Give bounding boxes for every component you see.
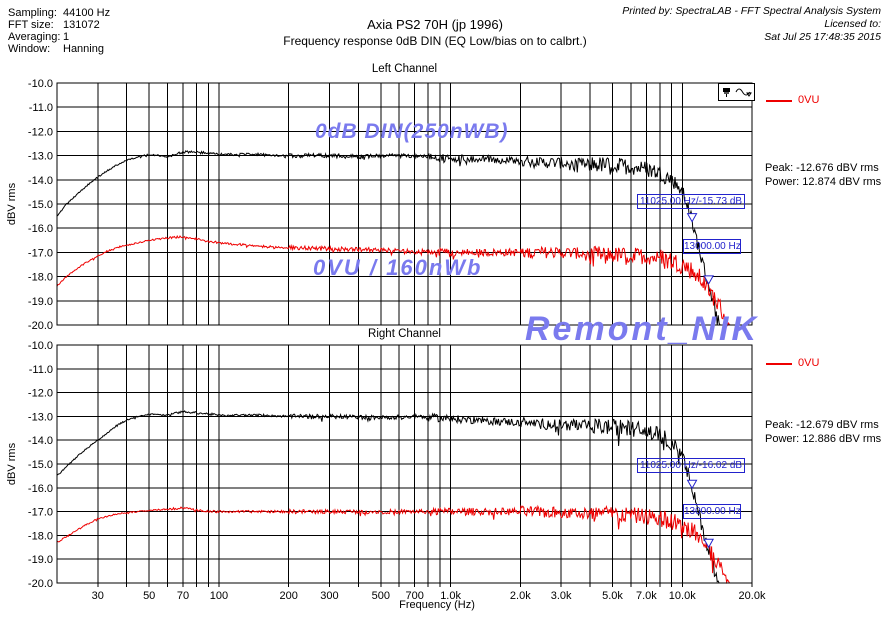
power-readout-right: Power: 12.886 dBV rms bbox=[765, 433, 882, 445]
svg-text:-17.0: -17.0 bbox=[28, 247, 53, 259]
svg-text:7.0k: 7.0k bbox=[636, 590, 657, 602]
param-window: Window: Hanning bbox=[8, 44, 110, 55]
cursor-marker-right-channel[interactable] bbox=[703, 538, 715, 549]
svg-text:-20.0: -20.0 bbox=[28, 320, 53, 332]
y-tick-labels-left-channel: -10.0 -11.0 -12.0 -13.0 -14.0 -15.0 -16.0 -17.0… bbox=[28, 78, 53, 332]
y-axis-label-right: dBV rms bbox=[6, 442, 18, 486]
right-channel-title: Right Channel bbox=[368, 328, 441, 340]
svg-text:-16.0: -16.0 bbox=[28, 483, 53, 495]
svg-text:-16.0: -16.0 bbox=[28, 223, 53, 235]
analysis-params: Sampling: 44100 Hz FFT size: 131072 Aver… bbox=[8, 8, 110, 56]
legend-line-left bbox=[766, 100, 792, 102]
svg-text:-13.0: -13.0 bbox=[28, 411, 53, 423]
legend-label-right: 0VU bbox=[798, 357, 820, 369]
svg-text:-10.0: -10.0 bbox=[28, 78, 53, 90]
cursor-readout-left-1[interactable]: 11025.00 Hz/-15.73 dB bbox=[637, 194, 745, 209]
cursor-readout-right-2[interactable]: 13000.00 Hz bbox=[683, 504, 741, 519]
title-line1: Axia PS2 70H (jp 1996) bbox=[367, 17, 503, 32]
cursor-readout-left-2[interactable]: 13000.00 Hz bbox=[683, 239, 741, 254]
svg-text:-18.0: -18.0 bbox=[28, 530, 53, 542]
svg-text:-12.0: -12.0 bbox=[28, 126, 53, 138]
svg-text:-13.0: -13.0 bbox=[28, 151, 53, 163]
param-fft-size: FFT size: 131072 bbox=[8, 20, 110, 31]
y-axis-label-left: dBV rms bbox=[6, 182, 18, 226]
waveform-icon bbox=[735, 88, 753, 97]
svg-text:30: 30 bbox=[92, 590, 104, 602]
report-title: Axia PS2 70H (jp 1996) Frequency respons… bbox=[200, 17, 670, 48]
trace-vu-right bbox=[56, 504, 752, 585]
svg-text:-12.0: -12.0 bbox=[28, 388, 53, 400]
x-axis-ticks bbox=[97, 583, 753, 587]
cursor-marker-left-channel[interactable] bbox=[686, 213, 698, 223]
printed-by-text: Printed by: SpectraLAB - FFT Spectral An… bbox=[622, 5, 881, 17]
watermark-din-level: 0dB DIN(250nWB) bbox=[315, 120, 509, 143]
printed-date: Sat Jul 25 17:48:35 2015 bbox=[764, 31, 881, 43]
param-value: Hanning bbox=[63, 43, 104, 55]
svg-text:-14.0: -14.0 bbox=[28, 175, 53, 187]
power-readout-left: Power: 12.874 dBV rms bbox=[765, 176, 882, 188]
watermark-vu-level: 0VU / 160nWb bbox=[313, 255, 483, 280]
param-label: FFT size: bbox=[8, 19, 54, 31]
legend-label-left: 0VU bbox=[798, 94, 820, 106]
x-axis-label: Frequency (Hz) bbox=[399, 599, 475, 611]
trace-din-left bbox=[56, 150, 752, 326]
param-sampling: Sampling: 44100 Hz bbox=[8, 8, 110, 19]
input-source-icon bbox=[722, 87, 730, 97]
cursor-marker-right-channel[interactable] bbox=[686, 479, 698, 490]
svg-text:-18.0: -18.0 bbox=[28, 272, 53, 284]
param-value: 44100 Hz bbox=[63, 7, 111, 19]
svg-text:70: 70 bbox=[177, 590, 189, 602]
svg-text:-17.0: -17.0 bbox=[28, 507, 53, 519]
svg-text:-15.0: -15.0 bbox=[28, 199, 53, 211]
svg-text:5.0k: 5.0k bbox=[602, 590, 623, 602]
svg-text:2.0k: 2.0k bbox=[510, 590, 531, 602]
param-value: 131072 bbox=[63, 19, 100, 31]
watermark-author: Remont_NIK bbox=[525, 310, 760, 348]
svg-text:-10.0: -10.0 bbox=[28, 340, 53, 352]
cursor-marker-left-channel[interactable] bbox=[703, 275, 715, 285]
param-label: Sampling: bbox=[8, 7, 57, 19]
printed-by-block: Printed by: SpectraLAB - FFT Spectral An… bbox=[622, 5, 881, 44]
svg-text:20.0k: 20.0k bbox=[739, 590, 766, 602]
param-label: Window: bbox=[8, 43, 51, 55]
svg-text:3.0k: 3.0k bbox=[551, 590, 572, 602]
svg-text:-11.0: -11.0 bbox=[29, 102, 53, 114]
svg-text:-11.0: -11.0 bbox=[29, 364, 53, 376]
param-label: Averaging: bbox=[8, 31, 61, 43]
svg-text:50: 50 bbox=[143, 590, 155, 602]
svg-text:300: 300 bbox=[320, 590, 338, 602]
svg-text:-14.0: -14.0 bbox=[28, 435, 53, 447]
svg-text:100: 100 bbox=[210, 590, 228, 602]
left-channel-title: Left Channel bbox=[371, 63, 438, 75]
title-line2: Frequency response 0dB DIN (EQ Low/bias … bbox=[283, 34, 587, 48]
legend-line-right bbox=[766, 363, 792, 365]
display-mode-button[interactable] bbox=[718, 83, 755, 101]
cursor-readout-right-1[interactable]: 11025.00 Hz/-16.02 dB bbox=[637, 458, 745, 473]
licensed-to-text: Licensed to: bbox=[824, 18, 881, 30]
param-value: 1 bbox=[63, 31, 70, 43]
svg-text:-19.0: -19.0 bbox=[28, 296, 53, 308]
svg-text:10.0k: 10.0k bbox=[669, 590, 696, 602]
trace-din-right bbox=[56, 410, 752, 584]
peak-readout-left: Peak: -12.676 dBV rms bbox=[765, 162, 879, 174]
svg-text:-15.0: -15.0 bbox=[28, 459, 53, 471]
svg-text:-20.0: -20.0 bbox=[28, 578, 53, 590]
peak-readout-right: Peak: -12.679 dBV rms bbox=[765, 419, 879, 431]
y-tick-labels-right-channel: -10.0 -11.0 -12.0 -13.0 -14.0 -15.0 -16.0 -17.0… bbox=[28, 340, 53, 590]
svg-text:200: 200 bbox=[279, 590, 297, 602]
param-averaging: Averaging: 1 bbox=[8, 32, 110, 43]
svg-text:-19.0: -19.0 bbox=[28, 554, 53, 566]
